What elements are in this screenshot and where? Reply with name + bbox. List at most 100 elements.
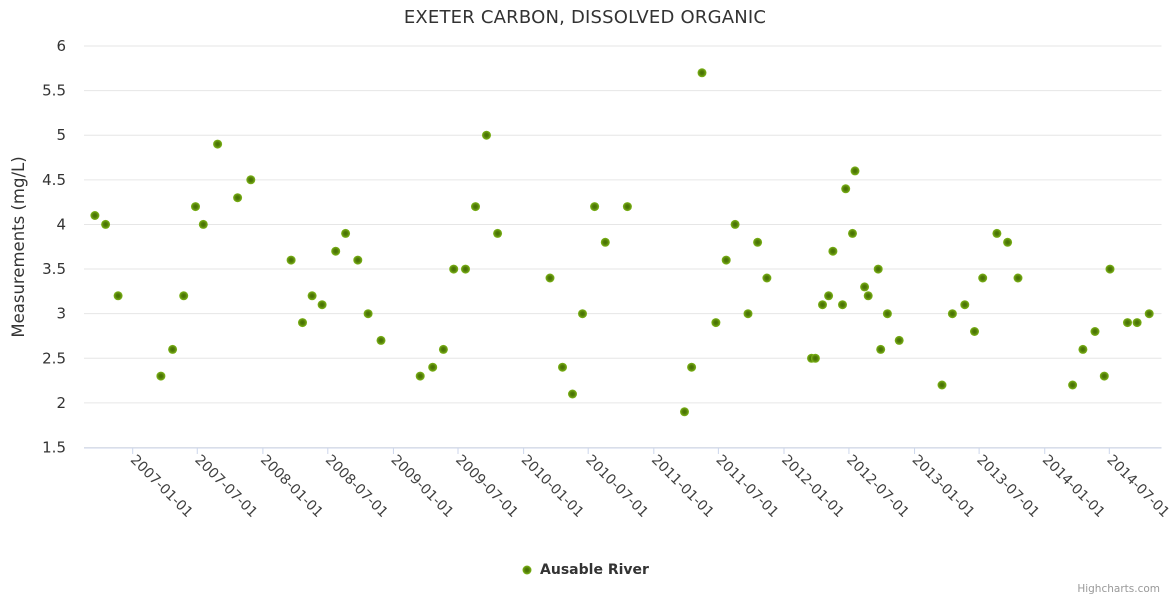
data-point[interactable] (246, 175, 256, 185)
x-tick-label: 2008-07-01 (322, 452, 391, 521)
y-tick-label: 2 (56, 394, 66, 412)
x-tick-label: 2007-01-01 (127, 452, 196, 521)
data-point[interactable] (848, 228, 857, 238)
x-tick-label: 2011-01-01 (648, 452, 717, 521)
data-point[interactable] (600, 237, 610, 247)
data-point[interactable] (1123, 318, 1132, 328)
data-point[interactable] (493, 228, 503, 238)
x-tick-label: 2012-07-01 (843, 452, 912, 521)
data-point[interactable] (730, 219, 740, 229)
data-point[interactable] (317, 300, 327, 310)
data-point[interactable] (438, 344, 448, 354)
x-tick-label: 2014-07-01 (1103, 452, 1170, 521)
data-point[interactable] (894, 335, 904, 345)
data-point[interactable] (1003, 237, 1013, 247)
data-point[interactable] (937, 380, 947, 390)
data-point[interactable] (841, 184, 851, 194)
x-tick-label: 2009-07-01 (452, 452, 521, 521)
data-point[interactable] (960, 300, 970, 310)
data-point[interactable] (101, 219, 111, 229)
data-point[interactable] (882, 309, 892, 319)
data-point[interactable] (828, 246, 838, 256)
x-tick-label: 2009-01-01 (388, 452, 457, 521)
data-point[interactable] (286, 255, 296, 265)
data-point[interactable] (1078, 344, 1088, 354)
series-marker-icon (522, 565, 532, 575)
data-point[interactable] (471, 202, 480, 212)
data-point[interactable] (168, 344, 178, 354)
data-point[interactable] (449, 264, 459, 274)
data-point[interactable] (762, 273, 772, 283)
data-point[interactable] (863, 291, 873, 301)
data-point[interactable] (721, 255, 731, 265)
data-point[interactable] (198, 219, 208, 229)
highcharts-credits-link[interactable]: Highcharts.com (1077, 583, 1160, 595)
data-point[interactable] (622, 202, 632, 212)
data-point[interactable] (818, 300, 827, 310)
data-point[interactable] (1099, 371, 1109, 381)
data-point[interactable] (341, 228, 351, 238)
data-point[interactable] (1068, 380, 1078, 390)
data-point[interactable] (850, 166, 860, 176)
data-point[interactable] (113, 291, 123, 301)
data-point[interactable] (578, 309, 587, 319)
data-point[interactable] (810, 353, 820, 363)
data-point[interactable] (331, 246, 341, 256)
data-point[interactable] (1144, 309, 1154, 319)
data-point[interactable] (568, 389, 577, 399)
data-point[interactable] (298, 318, 307, 328)
y-tick-label: 1.5 (42, 439, 66, 457)
data-point[interactable] (876, 344, 886, 354)
data-point[interactable] (947, 309, 957, 319)
data-point[interactable] (697, 68, 707, 78)
x-tick-label: 2011-07-01 (713, 452, 782, 521)
data-point[interactable] (992, 228, 1002, 238)
data-point[interactable] (558, 362, 567, 372)
data-point[interactable] (376, 335, 386, 345)
data-point[interactable] (191, 202, 200, 212)
data-point[interactable] (824, 291, 834, 301)
x-tick-label: 2008-01-01 (257, 452, 326, 521)
data-point[interactable] (978, 273, 988, 283)
data-point[interactable] (213, 139, 223, 149)
data-point[interactable] (970, 327, 979, 336)
data-point[interactable] (873, 264, 883, 274)
y-tick-label: 3.5 (42, 260, 66, 278)
data-point[interactable] (680, 407, 689, 417)
data-point[interactable] (90, 211, 100, 220)
gridlines (84, 45, 1162, 448)
data-point[interactable] (1013, 273, 1023, 283)
data-points (90, 68, 1154, 417)
data-point[interactable] (428, 362, 438, 372)
data-point[interactable] (415, 371, 425, 381)
data-point[interactable] (590, 202, 600, 212)
data-point[interactable] (687, 362, 697, 372)
data-point[interactable] (482, 130, 491, 140)
y-tick-label: 5 (56, 126, 66, 144)
x-tick-label: 2013-01-01 (909, 452, 978, 521)
data-point[interactable] (307, 291, 317, 301)
data-point[interactable] (179, 291, 189, 301)
data-point[interactable] (1105, 264, 1115, 274)
chart-title: EXETER CARBON, DISSOLVED ORGANIC (403, 7, 767, 28)
data-point[interactable] (545, 273, 555, 283)
y-tick-label: 4 (56, 215, 66, 233)
data-point[interactable] (233, 193, 243, 203)
data-point[interactable] (363, 309, 373, 319)
data-point[interactable] (838, 300, 847, 310)
data-point[interactable] (461, 264, 470, 274)
data-point[interactable] (353, 255, 363, 265)
y-axis-labels: 1.5 2 2.5 3 3.5 4 4.5 5 5.5 6 (42, 37, 66, 457)
data-point[interactable] (743, 309, 753, 319)
data-point[interactable] (156, 371, 166, 381)
data-point[interactable] (711, 318, 721, 328)
y-tick-label: 5.5 (42, 82, 66, 100)
data-point[interactable] (753, 237, 763, 247)
legend-item-ausable-river[interactable]: Ausable River (521, 562, 649, 578)
data-point[interactable] (1090, 327, 1100, 336)
data-point[interactable] (860, 282, 870, 292)
x-tick-label: 2010-01-01 (518, 452, 587, 521)
data-point[interactable] (1132, 318, 1142, 328)
